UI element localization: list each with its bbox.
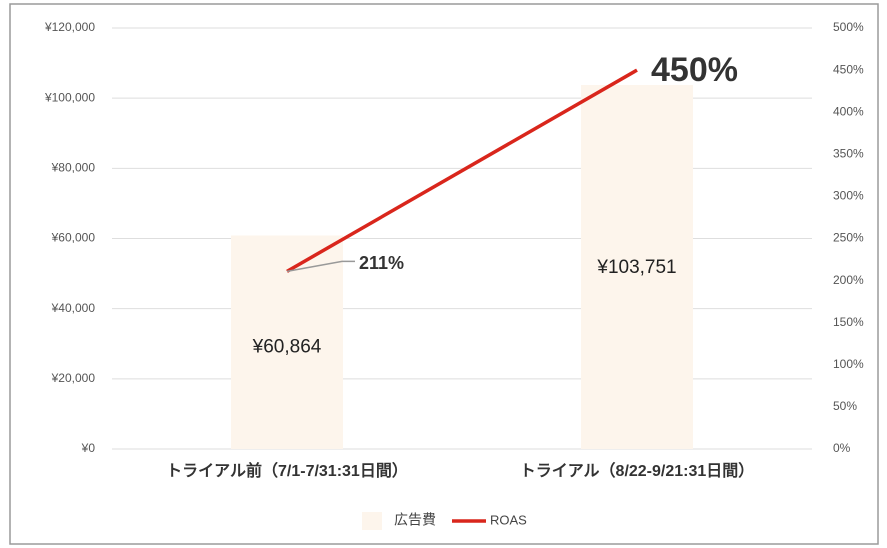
y-tick-label: ¥0 xyxy=(81,441,96,455)
chart-border xyxy=(9,3,879,545)
bar-value-label: ¥60,864 xyxy=(252,336,322,357)
y2-tick-label: 0% xyxy=(833,441,851,455)
y2-tick-label: 50% xyxy=(833,399,857,413)
y2-tick-label: 300% xyxy=(833,189,864,203)
y2-tick-label: 150% xyxy=(833,315,864,329)
legend-label: 広告費 xyxy=(394,512,436,528)
y-tick-label: ¥100,000 xyxy=(44,90,95,104)
legend-label: ROAS xyxy=(490,512,527,527)
y2-tick-label: 450% xyxy=(833,62,864,76)
x-tick-label: トライアル前（7/1-7/31:31日間） xyxy=(166,461,408,480)
y2-tick-label: 350% xyxy=(833,146,864,160)
legend-swatch xyxy=(362,512,382,530)
y-tick-label: ¥60,000 xyxy=(51,231,96,245)
y2-tick-label: 100% xyxy=(833,357,864,371)
line xyxy=(286,68,638,273)
y2-tick-label: 500% xyxy=(833,20,864,34)
y-tick-label: ¥80,000 xyxy=(51,161,96,175)
leader-line xyxy=(286,260,355,273)
line-value-label: 450% xyxy=(651,51,738,89)
y2-tick-label: 400% xyxy=(833,104,864,118)
line-value-label: 211% xyxy=(359,253,404,273)
bar xyxy=(581,85,693,450)
bar-value-label: ¥103,751 xyxy=(596,257,676,278)
x-tick-label: トライアル（8/22-9/21:31日間） xyxy=(520,462,755,480)
y-tick-label: ¥120,000 xyxy=(44,20,95,34)
y-tick-label: ¥40,000 xyxy=(51,301,96,315)
y-tick-label: ¥20,000 xyxy=(51,371,96,385)
y2-tick-label: 200% xyxy=(833,273,864,287)
y2-tick-label: 250% xyxy=(833,231,864,245)
